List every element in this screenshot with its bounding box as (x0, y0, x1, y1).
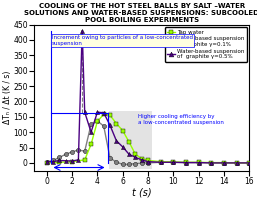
Text: Increment owing to particles of a low-concentrated
suspension: Increment owing to particles of a low-co… (52, 35, 193, 46)
Y-axis label: ΔTₙ / Δt (K / s): ΔTₙ / Δt (K / s) (3, 71, 12, 124)
Text: Higher cooling efficiency by
a low-concentrated suspension: Higher cooling efficiency by a low-conce… (138, 114, 224, 125)
Bar (109, 111, 152, 169)
X-axis label: t (s): t (s) (132, 187, 152, 197)
Title: COOLING OF THE HOT STEEL BALLS BY SALT –WATER
SOLUTIONS AND WATER-BASED SUSPENSI: COOLING OF THE HOT STEEL BALLS BY SALT –… (24, 3, 257, 23)
Legend: Tap water, Water-based suspension
of graphite γ=0.1%, Water-based suspension
of : Tap water, Water-based suspension of gra… (165, 27, 247, 62)
